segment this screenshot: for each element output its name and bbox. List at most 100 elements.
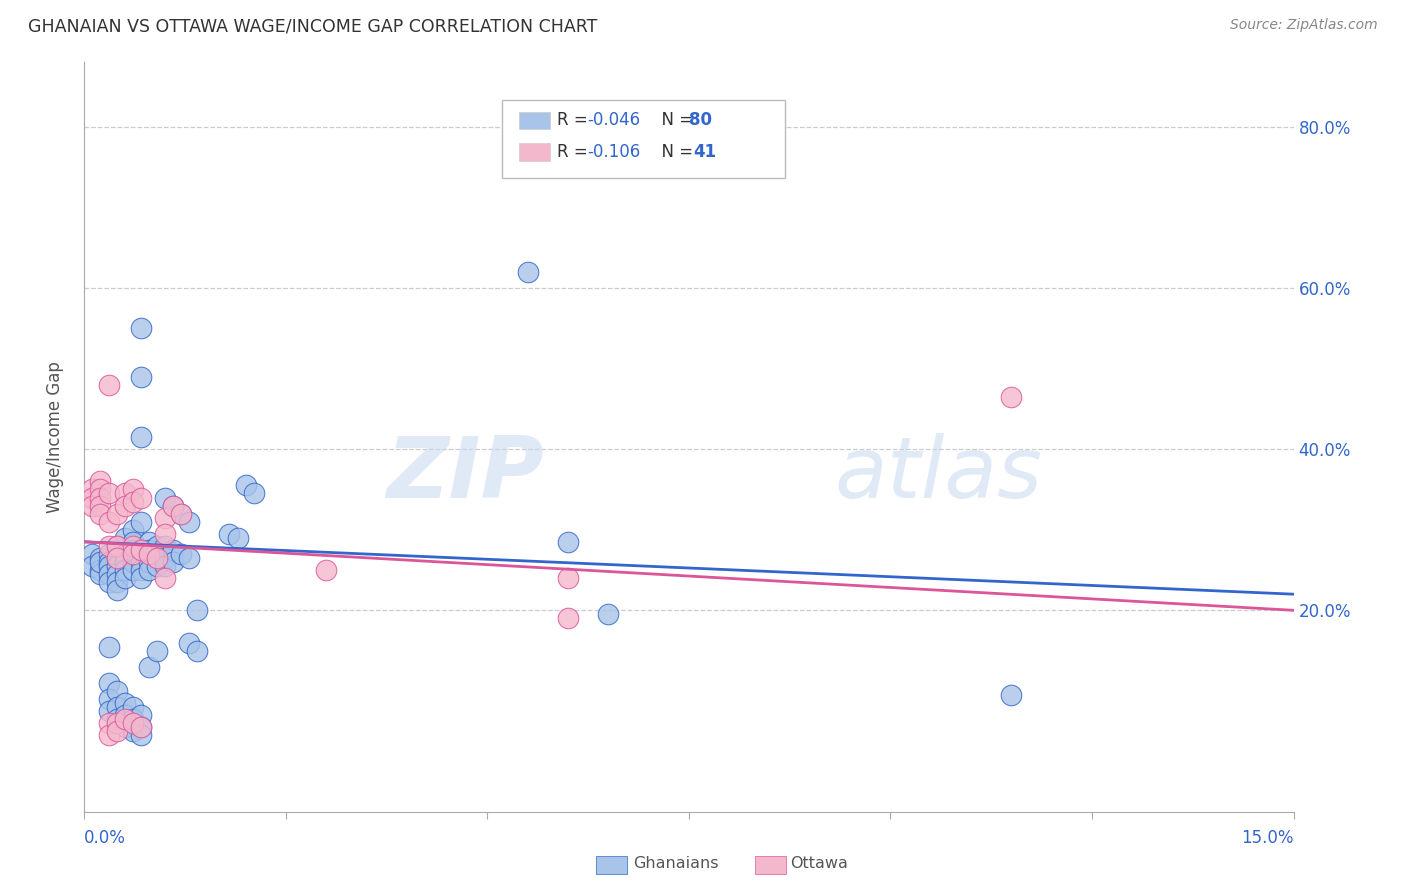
Point — [129, 369, 152, 384]
Point — [114, 547, 136, 561]
Text: -0.106: -0.106 — [588, 143, 641, 161]
Point — [1000, 688, 1022, 702]
Point — [598, 607, 620, 622]
Point — [114, 712, 136, 726]
Point — [129, 542, 152, 557]
Point — [129, 720, 152, 734]
Point — [129, 563, 152, 577]
Point — [89, 475, 111, 489]
Point — [129, 321, 152, 335]
Point — [162, 499, 184, 513]
Text: 15.0%: 15.0% — [1241, 830, 1294, 847]
Point — [121, 542, 143, 557]
Text: 80: 80 — [689, 112, 711, 129]
Text: Source: ZipAtlas.com: Source: ZipAtlas.com — [1230, 18, 1378, 32]
Point — [179, 550, 201, 565]
Text: ZIP: ZIP — [387, 433, 544, 516]
Point — [153, 491, 176, 505]
Point — [121, 539, 143, 553]
Point — [170, 547, 193, 561]
Point — [146, 559, 169, 574]
Point — [97, 675, 120, 690]
Point — [97, 486, 120, 500]
Point — [97, 575, 120, 590]
Point — [557, 534, 579, 549]
Point — [105, 700, 128, 714]
Point — [105, 550, 128, 565]
Point — [89, 555, 111, 569]
Point — [97, 704, 120, 718]
Point — [89, 499, 111, 513]
Point — [121, 563, 143, 577]
Point — [170, 507, 193, 521]
Point — [105, 575, 128, 590]
Point — [89, 550, 111, 565]
Point — [114, 563, 136, 577]
Point — [121, 555, 143, 569]
Point — [114, 720, 136, 734]
Point — [105, 716, 128, 731]
Point — [82, 559, 104, 574]
Point — [89, 563, 111, 577]
Point — [97, 547, 120, 561]
Point — [129, 720, 152, 734]
Point — [516, 265, 538, 279]
Text: -0.046: -0.046 — [588, 112, 641, 129]
Text: Ottawa: Ottawa — [790, 856, 848, 871]
Point — [89, 567, 111, 582]
Text: N =: N = — [651, 143, 703, 161]
Point — [121, 712, 143, 726]
Point — [129, 515, 152, 529]
Point — [242, 486, 264, 500]
Point — [162, 555, 184, 569]
Point — [129, 708, 152, 723]
Point — [82, 547, 104, 561]
Point — [226, 531, 249, 545]
Text: GHANAIAN VS OTTAWA WAGE/INCOME GAP CORRELATION CHART: GHANAIAN VS OTTAWA WAGE/INCOME GAP CORRE… — [28, 18, 598, 36]
Point — [121, 724, 143, 739]
Point — [97, 515, 120, 529]
Point — [129, 571, 152, 585]
Point — [153, 510, 176, 524]
Y-axis label: Wage/Income Gap: Wage/Income Gap — [45, 361, 63, 513]
Point — [153, 559, 176, 574]
Point — [162, 542, 184, 557]
Text: N =: N = — [651, 112, 699, 129]
Point — [138, 659, 160, 673]
Point — [97, 728, 120, 742]
Point — [114, 708, 136, 723]
Point — [129, 542, 152, 557]
Point — [138, 547, 160, 561]
Point — [138, 542, 160, 557]
Point — [179, 515, 201, 529]
Point — [89, 507, 111, 521]
Point — [153, 550, 176, 565]
Text: 0.0%: 0.0% — [84, 830, 127, 847]
Point — [97, 539, 120, 553]
Text: atlas: atlas — [834, 433, 1042, 516]
Point — [153, 526, 176, 541]
Point — [105, 559, 128, 574]
Point — [89, 491, 111, 505]
Point — [129, 430, 152, 444]
Point — [153, 571, 176, 585]
Point — [114, 571, 136, 585]
Point — [129, 555, 152, 569]
Point — [97, 555, 120, 569]
Point — [105, 550, 128, 565]
Point — [105, 684, 128, 698]
Point — [1000, 390, 1022, 404]
Point — [97, 559, 120, 574]
Point — [114, 531, 136, 545]
Point — [114, 555, 136, 569]
Point — [218, 526, 240, 541]
Point — [105, 539, 128, 553]
Point — [114, 499, 136, 513]
Point — [105, 583, 128, 598]
Point — [129, 728, 152, 742]
Point — [235, 478, 257, 492]
Point — [186, 643, 208, 657]
Point — [121, 716, 143, 731]
Point — [82, 483, 104, 497]
Point — [82, 499, 104, 513]
